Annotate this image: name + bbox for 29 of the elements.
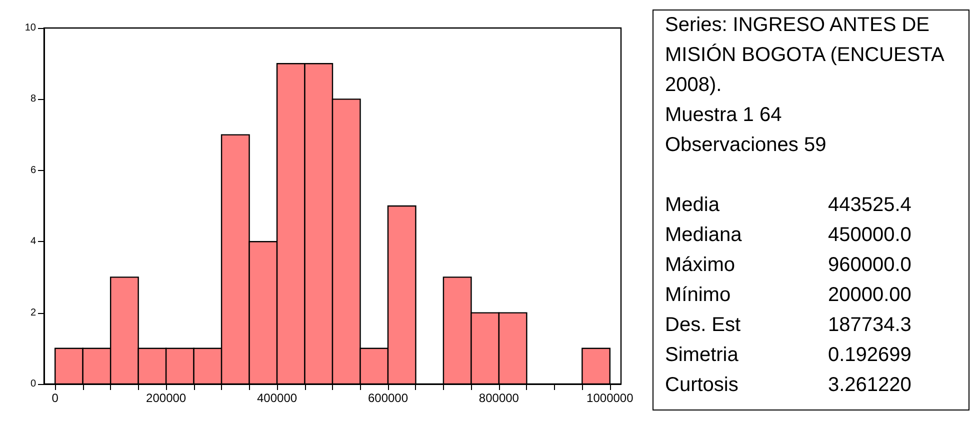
x-tick-label: 1000000 [586,391,634,405]
text: Observaciones 59 [665,134,826,156]
x-tick-label: 800000 [478,391,520,405]
y-tick-label: 2 [30,307,36,318]
text: Simetria [665,344,740,366]
text: Máximo [665,254,736,276]
text: Mínimo [665,284,731,306]
text: Muestra 1 64 [665,104,782,126]
x-tick-label: 200000 [146,391,186,405]
text: 0.192699 [828,344,912,366]
y-tick-label: 0 [30,378,36,390]
text: Curtosis [665,374,738,396]
text: 960000.0 [828,254,912,276]
y-tick-label: 8 [30,94,36,105]
text: 3.261220 [828,374,912,396]
text: 187734.3 [828,314,912,336]
x-tick-label: 0 [52,391,59,405]
text: 20000.00 [828,284,912,306]
text: 450000.0 [828,224,912,246]
text: Media [665,194,720,216]
x-tick-label: 400000 [256,391,298,405]
y-tick-label: 4 [30,236,36,248]
text: Mediana [665,224,743,246]
text: Series: INGRESO ANTES DE MISIÓN BOGOTA (ENCUESTA 2008). [665,14,945,96]
y-tick-label: 6 [30,164,36,176]
text: Des. Est [665,314,742,336]
text: 443525.4 [828,194,912,216]
y-tick-label: 10 [24,22,36,34]
x-tick-label: 600000 [368,391,408,405]
